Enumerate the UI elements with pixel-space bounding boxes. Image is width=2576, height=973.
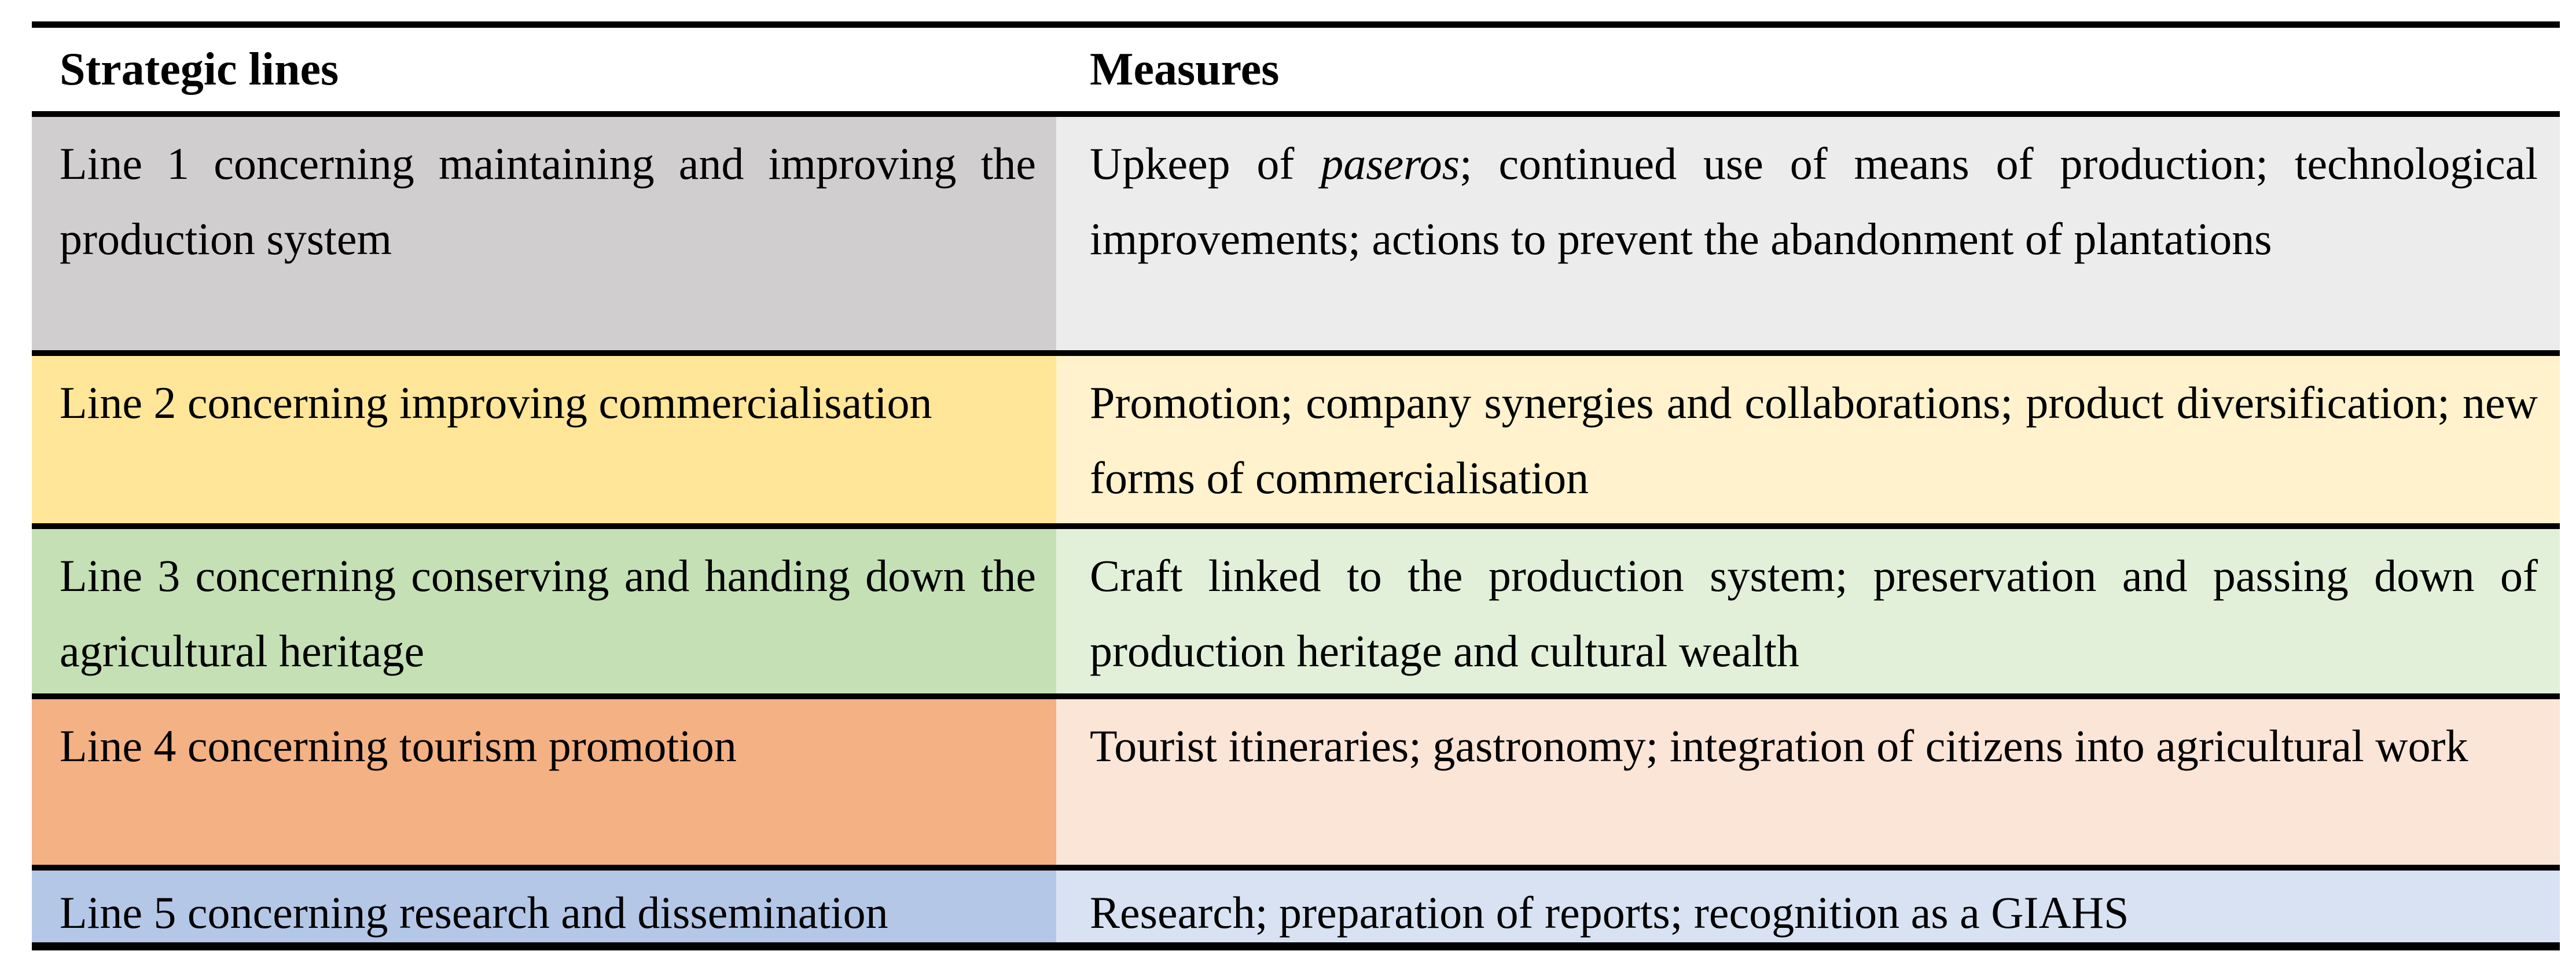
strategic-line-cell: Line 2 concerning improving commercialis… bbox=[32, 356, 1056, 523]
measures-cell: Craft linked to the production system; p… bbox=[1056, 529, 2560, 693]
measures-cell: Tourist itineraries; gastronomy; integra… bbox=[1056, 699, 2560, 865]
table-row: Line 1 concerning maintaining and improv… bbox=[32, 117, 2560, 356]
measures-text: Upkeep of bbox=[1090, 138, 1321, 189]
measures-cell: Promotion; company synergies and collabo… bbox=[1056, 356, 2560, 523]
strategic-line-cell: Line 1 concerning maintaining and improv… bbox=[32, 117, 1056, 350]
strategic-line-cell: Line 5 concerning research and dissemina… bbox=[32, 871, 1056, 942]
column-header-measures: Measures bbox=[1090, 44, 1280, 95]
measures-text: Tourist itineraries; gastronomy; integra… bbox=[1090, 721, 2468, 771]
table-row: Line 2 concerning improving commercialis… bbox=[32, 356, 2560, 529]
measures-cell: Research; preparation of reports; recogn… bbox=[1056, 871, 2560, 942]
measures-text: Promotion; company synergies and collabo… bbox=[1090, 377, 2538, 503]
strategic-line-cell: Line 4 concerning tourism promotion bbox=[32, 699, 1056, 865]
table-row: Line 5 concerning research and dissemina… bbox=[32, 871, 2560, 942]
measures-text: Research; preparation of reports; recogn… bbox=[1090, 887, 2129, 938]
table-body: Line 1 concerning maintaining and improv… bbox=[32, 117, 2560, 942]
strategic-line-cell: Line 3 concerning conserving and handing… bbox=[32, 529, 1056, 693]
measures-cell: Upkeep of paseros; continued use of mean… bbox=[1056, 117, 2560, 350]
column-header-strategic-lines: Strategic lines bbox=[60, 44, 339, 95]
measures-text: ; continued use of means of production; … bbox=[1090, 138, 2538, 264]
strategy-measures-table: Strategic lines Measures Line 1 concerni… bbox=[32, 21, 2560, 950]
measures-text: Craft linked to the production system; p… bbox=[1090, 550, 2538, 676]
table-row: Line 3 concerning conserving and handing… bbox=[32, 529, 2560, 699]
measures-text-italic: paseros bbox=[1321, 138, 1460, 189]
table-row: Line 4 concerning tourism promotion Tour… bbox=[32, 699, 2560, 871]
table-header-row: Strategic lines Measures bbox=[32, 28, 2560, 117]
